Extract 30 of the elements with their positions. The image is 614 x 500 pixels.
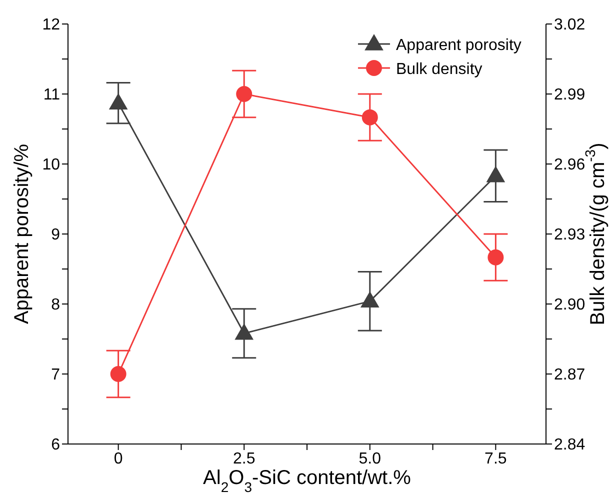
point — [110, 366, 126, 382]
y2-tick-label: 2.99 — [554, 86, 586, 104]
point — [488, 249, 504, 266]
y-axis-title: Apparent porosity/% — [11, 144, 33, 324]
point — [235, 324, 254, 340]
x-tick-label: 0 — [114, 450, 123, 468]
point — [236, 86, 252, 102]
point — [360, 292, 379, 308]
y2-tick-label: 2.96 — [554, 156, 586, 174]
x-tick-label: 5.0 — [358, 450, 382, 468]
point — [109, 94, 128, 110]
legend-label: Apparent porosity — [396, 37, 522, 54]
y2-tick-label: 2.90 — [554, 296, 586, 314]
x-tick-label: 2.5 — [232, 450, 256, 468]
y-tick-label: 8 — [51, 296, 60, 314]
y2-tick-label: 2.87 — [554, 366, 586, 384]
y-tick-label: 7 — [51, 366, 60, 384]
legend-label: Bulk density — [396, 61, 482, 78]
y-tick-label: 6 — [51, 436, 60, 454]
y-tick-label: 9 — [51, 226, 60, 244]
y-tick-label: 11 — [43, 86, 60, 104]
x-axis-title: Al$_{2}$O$_{3}$-SiC content/wt.% — [203, 467, 412, 495]
y2-tick-label: 2.84 — [554, 436, 586, 454]
x-tick-label: 7.5 — [484, 450, 507, 468]
y-tick-label: 10 — [42, 156, 60, 174]
y2-tick-label: 3.02 — [554, 16, 586, 34]
y-tick-label: 12 — [42, 16, 60, 34]
point — [362, 109, 378, 126]
y2-tick-label: 2.93 — [554, 226, 586, 244]
point — [486, 166, 505, 182]
